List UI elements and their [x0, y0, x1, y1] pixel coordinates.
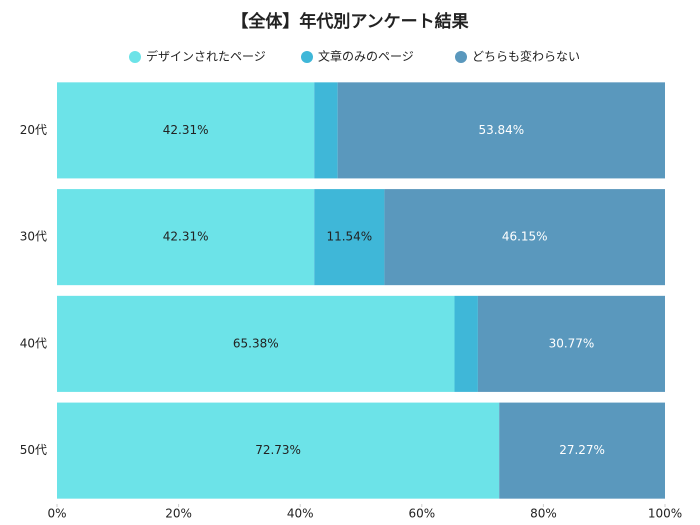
bar-segment — [477, 295, 665, 392]
x-tick-label: 0% — [47, 507, 66, 521]
value-label: 72.73% — [255, 443, 301, 457]
y-tick-label: 30代 — [20, 230, 47, 244]
value-label: 46.15% — [502, 230, 548, 244]
legend-label: 文章のみのページ — [318, 49, 414, 64]
x-tick-label: 100% — [648, 507, 682, 521]
value-label: 42.31% — [163, 230, 209, 244]
legend-marker — [301, 51, 313, 63]
bar-segment — [499, 402, 665, 499]
y-tick-label: 20代 — [20, 123, 47, 137]
value-label: 65.38% — [233, 336, 279, 350]
bar-segment — [384, 189, 665, 286]
value-label: 30.77% — [549, 336, 595, 350]
x-tick-label: 20% — [165, 507, 192, 521]
y-tick-label: 50代 — [20, 443, 47, 457]
value-label: 42.31% — [163, 123, 209, 137]
x-tick-label: 40% — [287, 507, 314, 521]
legend-marker — [129, 51, 141, 63]
bar-segment — [454, 295, 478, 392]
bar-segment — [314, 82, 338, 179]
x-tick-label: 80% — [530, 507, 557, 521]
y-tick-label: 40代 — [20, 336, 47, 350]
value-label: 53.84% — [478, 123, 524, 137]
x-tick-label: 60% — [408, 507, 435, 521]
bar-segment — [314, 189, 385, 286]
bar-segment — [57, 82, 315, 179]
bar-segment — [57, 189, 315, 286]
bar-segment — [57, 295, 455, 392]
value-label: 11.54% — [326, 230, 372, 244]
legend-label: どちらも変わらない — [472, 49, 580, 64]
value-label: 27.27% — [559, 443, 605, 457]
legend-marker — [455, 51, 467, 63]
chart-title: 【全体】年代別アンケート結果 — [231, 11, 468, 32]
bar-segment — [57, 402, 500, 499]
bar-segment — [337, 82, 665, 179]
legend-label: デザインされたページ — [146, 49, 266, 64]
